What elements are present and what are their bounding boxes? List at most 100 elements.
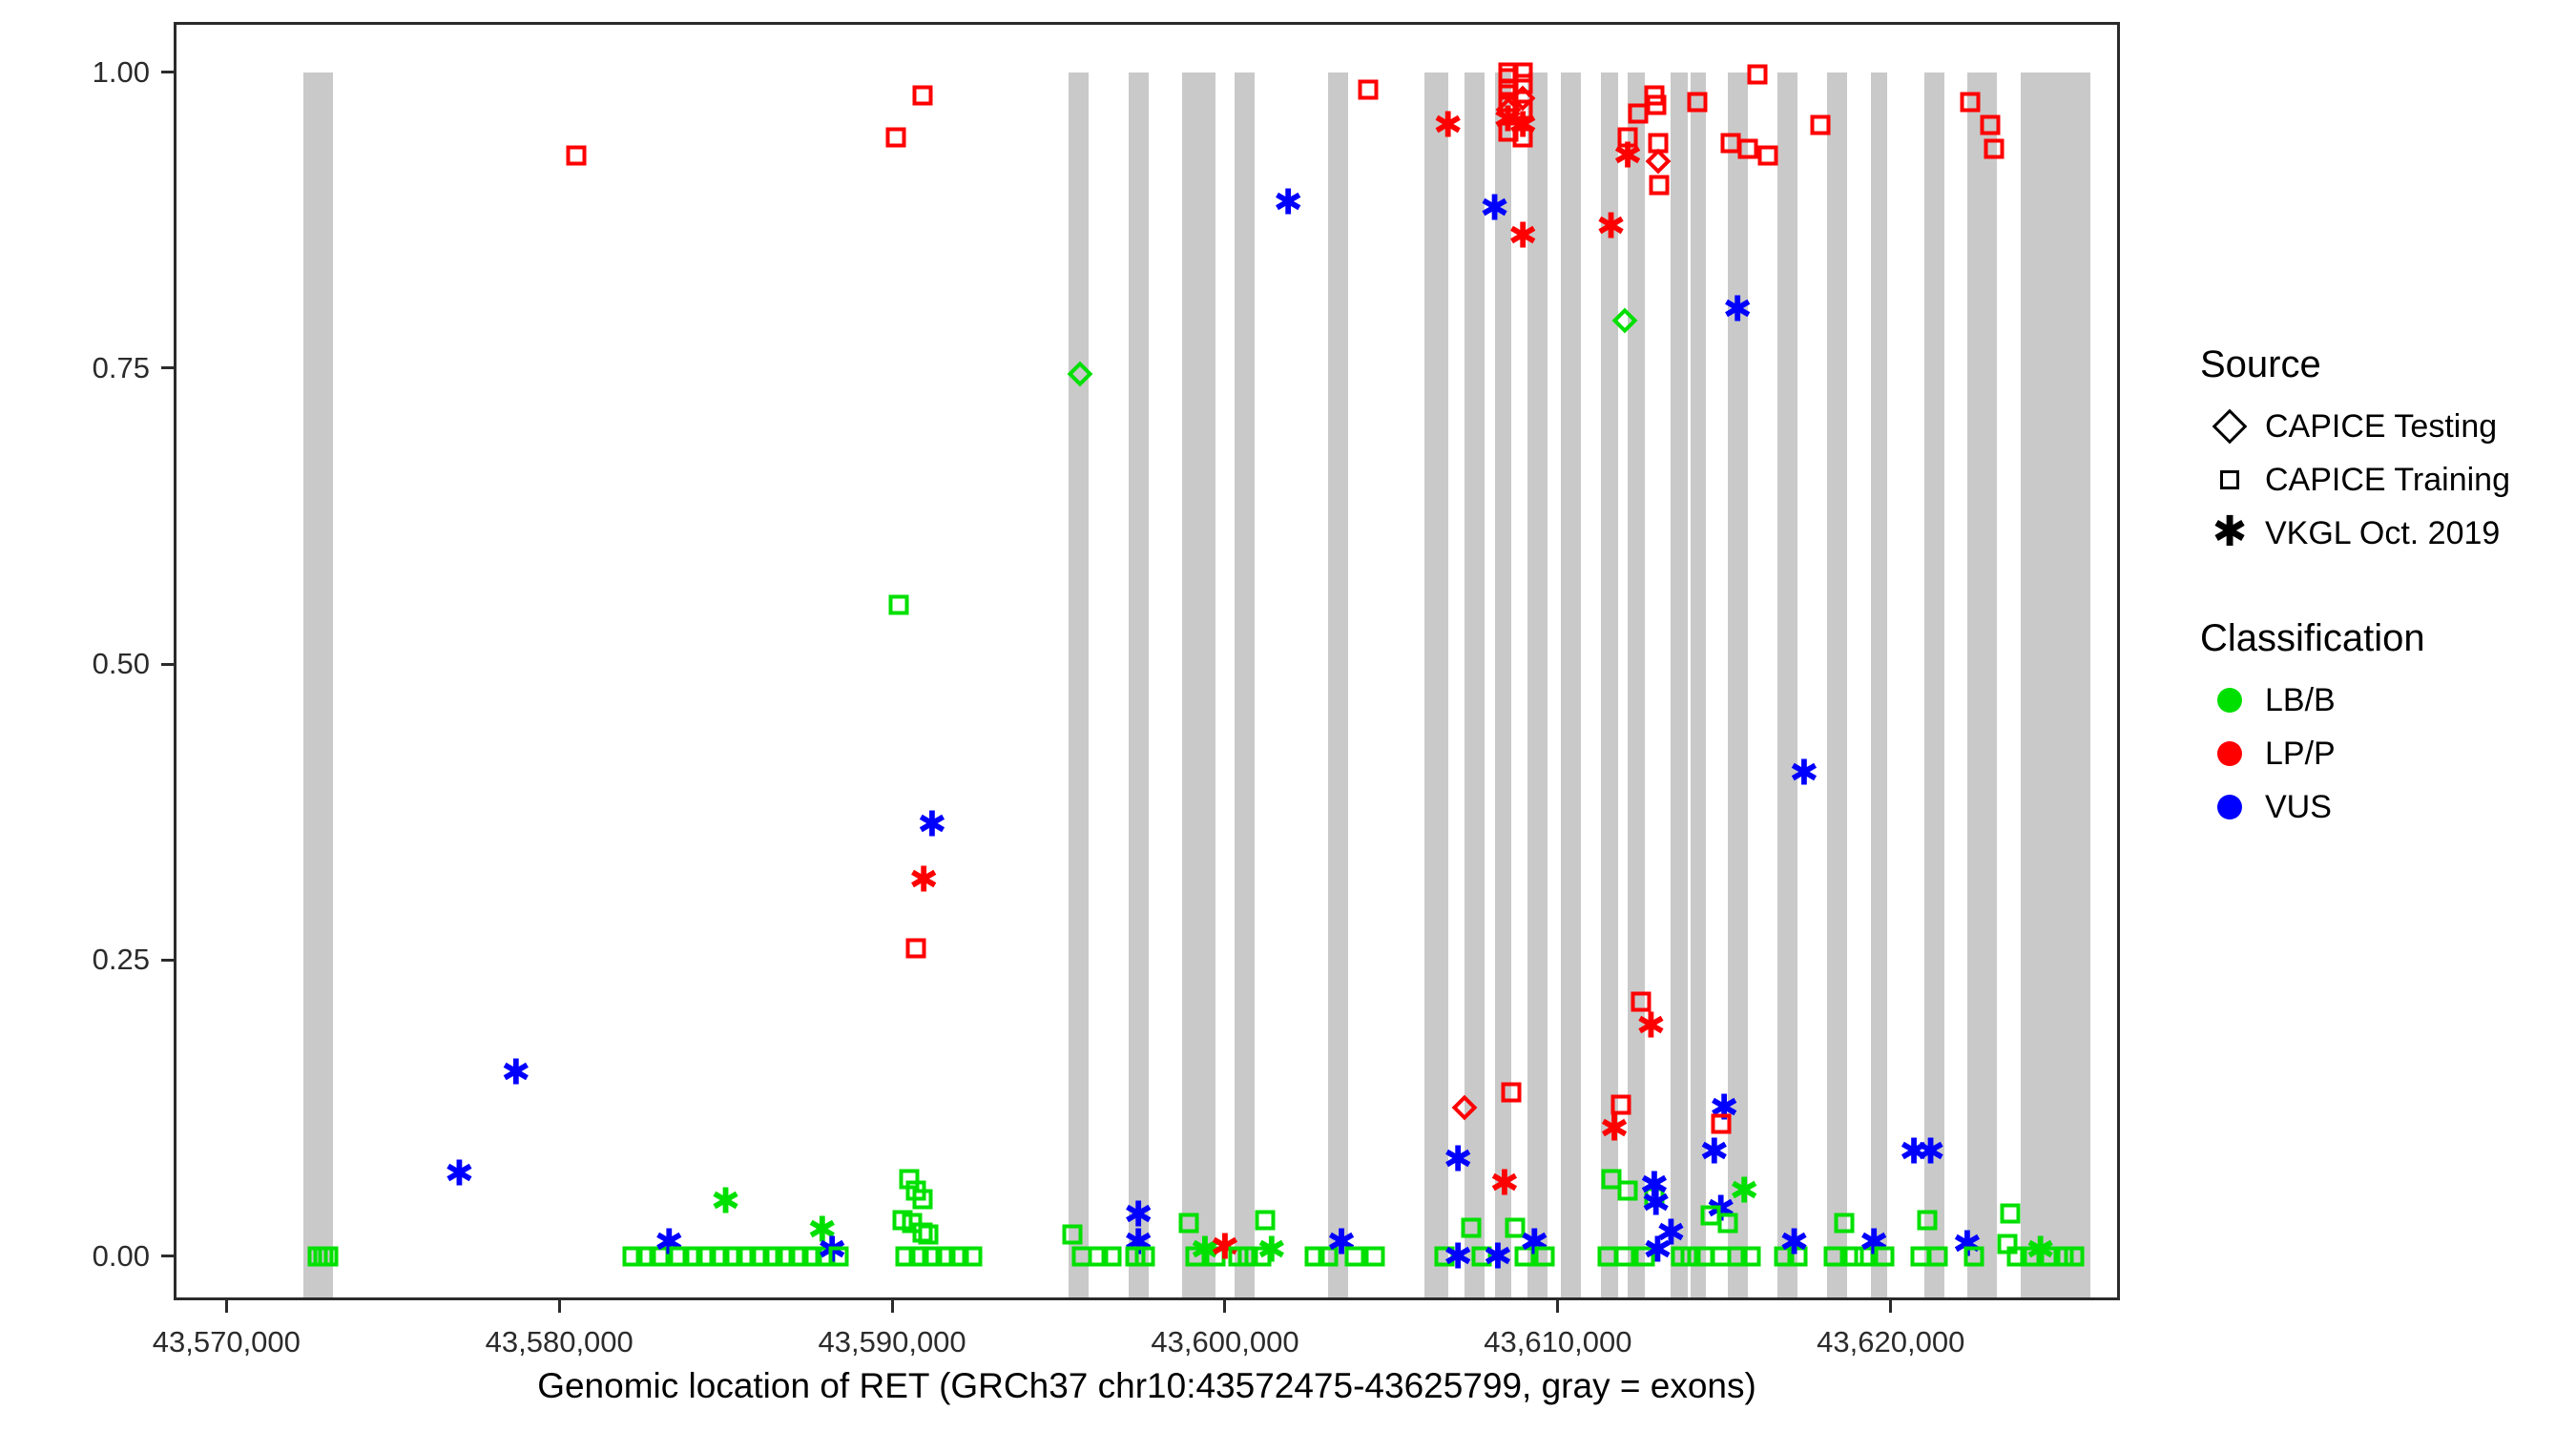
data-point-square [1687, 92, 1708, 113]
x-tick-label: 43,590,000 [818, 1325, 966, 1358]
data-point-square [1601, 1169, 1622, 1190]
circle-icon [2217, 741, 2242, 766]
data-point-asterisk: ✱ [1480, 187, 1510, 229]
data-point-square [1774, 1246, 1795, 1267]
legend-item[interactable]: CAPICE Testing [2194, 400, 2557, 453]
data-point-asterisk: ✱ [1273, 181, 1303, 223]
data-point-square [1980, 114, 2001, 135]
data-point-asterisk: ✱ [1779, 1221, 1810, 1263]
data-point-square [749, 1246, 770, 1267]
data-point-square [1617, 1180, 1638, 1201]
data-point-square [1927, 1246, 1948, 1267]
exon-band [1181, 72, 1215, 1297]
data-point-asterisk: ✱ [711, 1180, 741, 1222]
exon-band [1465, 72, 1485, 1297]
x-tick-mark [224, 1300, 228, 1313]
legend-item[interactable]: LB/B [2194, 674, 2557, 727]
legend-item-label: CAPICE Testing [2265, 407, 2498, 445]
data-point-square [1205, 1246, 1226, 1267]
legend-item[interactable]: VUS [2194, 780, 2557, 834]
data-point-asterisk: ✱ [1596, 205, 1627, 247]
data-point-square [736, 1246, 757, 1267]
legend-item[interactable]: LP/P [2194, 727, 2557, 780]
data-point-square [935, 1246, 956, 1267]
data-point-square [1505, 1217, 1526, 1238]
data-point-square [1512, 62, 1533, 83]
x-tick-label: 43,610,000 [1484, 1325, 1632, 1358]
data-point-asterisk: ✱ [1639, 1164, 1670, 1206]
data-point-square [801, 1246, 822, 1267]
data-point-square [1737, 138, 1758, 159]
data-point-square [1834, 1213, 1855, 1234]
x-tick-mark [890, 1300, 894, 1313]
y-tick-label: 0.25 [92, 943, 150, 977]
y-tick-mark [161, 366, 174, 370]
data-point-square [1634, 1246, 1655, 1267]
data-point-square [1874, 1246, 1895, 1267]
exon-band [1967, 72, 1998, 1297]
x-axis-label: Genomic location of RET (GRCh37 chr10:43… [537, 1366, 1756, 1405]
y-tick-label: 0.75 [92, 350, 150, 384]
exon-band [1870, 72, 1888, 1297]
data-point-square [1344, 1246, 1365, 1267]
data-point-asterisk: ✱ [1643, 1229, 1673, 1271]
data-point-asterisk: ✱ [1722, 288, 1753, 330]
data-point-square [912, 85, 932, 106]
data-point-asterisk: ✱ [917, 803, 947, 845]
data-point-asterisk: ✱ [1636, 1005, 1667, 1047]
legend-item[interactable]: ✱ VKGL Oct. 2019 [2194, 507, 2557, 560]
data-point-square [1101, 1246, 1122, 1267]
legend-key [2194, 674, 2265, 727]
data-point-square [1617, 127, 1638, 148]
data-point-square [1646, 94, 1667, 115]
data-point-square [1680, 1246, 1701, 1267]
data-point-asterisk: ✱ [1729, 1170, 1759, 1212]
legend-item[interactable]: CAPICE Training [2194, 453, 2557, 507]
y-tick-mark [161, 958, 174, 962]
data-point-square [2040, 1246, 2061, 1267]
data-point-square [828, 1246, 849, 1267]
data-point-asterisk: ✱ [1443, 1138, 1473, 1180]
data-point-square [1471, 1246, 1492, 1267]
data-point-asterisk: ✱ [1916, 1130, 1946, 1172]
exon-band [1424, 72, 1448, 1297]
data-point-square [1610, 1094, 1631, 1115]
data-point-asterisk: ✱ [1641, 1182, 1672, 1224]
diamond-icon [2212, 408, 2248, 445]
data-point-square [1178, 1213, 1199, 1234]
exon-band [1527, 72, 1548, 1297]
data-point-square [2006, 1246, 2027, 1267]
exon-band [1128, 72, 1149, 1297]
data-point-square [669, 1246, 690, 1267]
x-tick-mark [557, 1300, 561, 1313]
data-point-asterisk: ✱ [445, 1152, 475, 1194]
data-point-square [2064, 1246, 2085, 1267]
plot-area: ✱ ✱ ✱ ✱ ✱ ✱ ✱ ✱ ✱ ✱ ✱ ✱ ✱ ✱ ✱ ✱ ✱ ✱ ✱ ✱ ✱ ✱ ✱ ✱ ✱ ✱ ✱ ✱ ✱ ✱ ✱ ✱ ✱ ✱ ✱ ✱ ✱ ✱ ✱ ✱… [177, 25, 2117, 1297]
y-tick-mark [161, 1255, 174, 1258]
y-tick-mark [161, 71, 174, 74]
exon-band [1561, 72, 1582, 1297]
data-point-square [1787, 1246, 1808, 1267]
exon-band [1069, 72, 1089, 1297]
data-point-square [1318, 1246, 1339, 1267]
data-point-square [1628, 103, 1649, 124]
data-point-square [775, 1246, 796, 1267]
legend-key [2194, 727, 2265, 780]
y-tick-label: 0.00 [92, 1238, 150, 1273]
data-point-square [1501, 1082, 1522, 1103]
legend-item-label: CAPICE Training [2265, 461, 2510, 498]
y-tick-label: 1.00 [92, 54, 150, 89]
legend-item-label: VKGL Oct. 2019 [2265, 514, 2501, 551]
legend-key [2194, 453, 2265, 507]
data-point-asterisk: ✱ [1483, 1235, 1513, 1277]
asterisk-icon: ✱ [2212, 508, 2248, 557]
data-point-square [962, 1246, 983, 1267]
data-point-asterisk: ✱ [1789, 752, 1819, 794]
legend: Source CAPICE Testing CAPICE Training ✱ VKGL… [2194, 343, 2557, 834]
data-point-square [1358, 79, 1379, 100]
legend-spacer [2194, 560, 2557, 617]
circle-icon [2217, 688, 2242, 713]
data-point-square [1648, 133, 1669, 154]
exon-band [1727, 72, 1748, 1297]
exon-band [1691, 72, 1707, 1297]
